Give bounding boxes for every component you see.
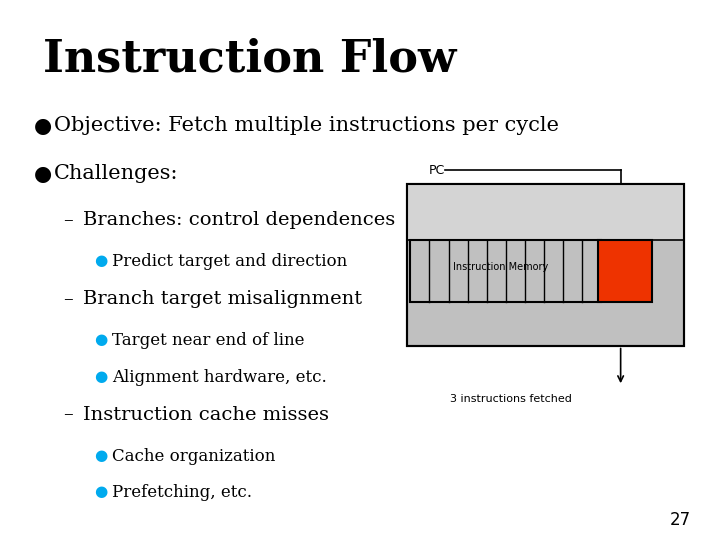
Text: ●: ● [94,448,107,463]
Text: ●: ● [94,484,107,500]
Text: Challenges:: Challenges: [54,164,179,183]
Bar [407,184,684,240]
Bar [410,240,601,302]
Text: Cache organization: Cache organization [112,448,275,464]
Text: 3 instructions fetched: 3 instructions fetched [450,394,572,404]
Text: ●: ● [94,332,107,347]
Text: ●: ● [94,369,107,384]
Text: –: – [63,290,73,308]
Text: ●: ● [34,116,52,136]
Text: ●: ● [94,253,107,268]
Text: 27: 27 [670,511,691,529]
Bar [598,240,652,302]
Text: Instruction Memory: Instruction Memory [453,262,548,272]
Text: Predict target and direction: Predict target and direction [112,253,347,270]
Text: Target near end of line: Target near end of line [112,332,304,349]
Text: Alignment hardware, etc.: Alignment hardware, etc. [112,369,326,386]
Text: PC: PC [428,164,445,177]
Text: Branch target misalignment: Branch target misalignment [83,290,362,308]
Bar [407,184,684,346]
Text: Instruction Flow: Instruction Flow [43,38,456,81]
Text: –: – [63,406,73,423]
Text: Instruction cache misses: Instruction cache misses [83,406,329,423]
Text: Objective: Fetch multiple instructions per cycle: Objective: Fetch multiple instructions p… [54,116,559,135]
Text: ●: ● [34,164,52,184]
Text: Branches: control dependences: Branches: control dependences [83,211,395,229]
Text: –: – [63,211,73,229]
Text: Prefetching, etc.: Prefetching, etc. [112,484,251,501]
Bar [407,184,684,346]
